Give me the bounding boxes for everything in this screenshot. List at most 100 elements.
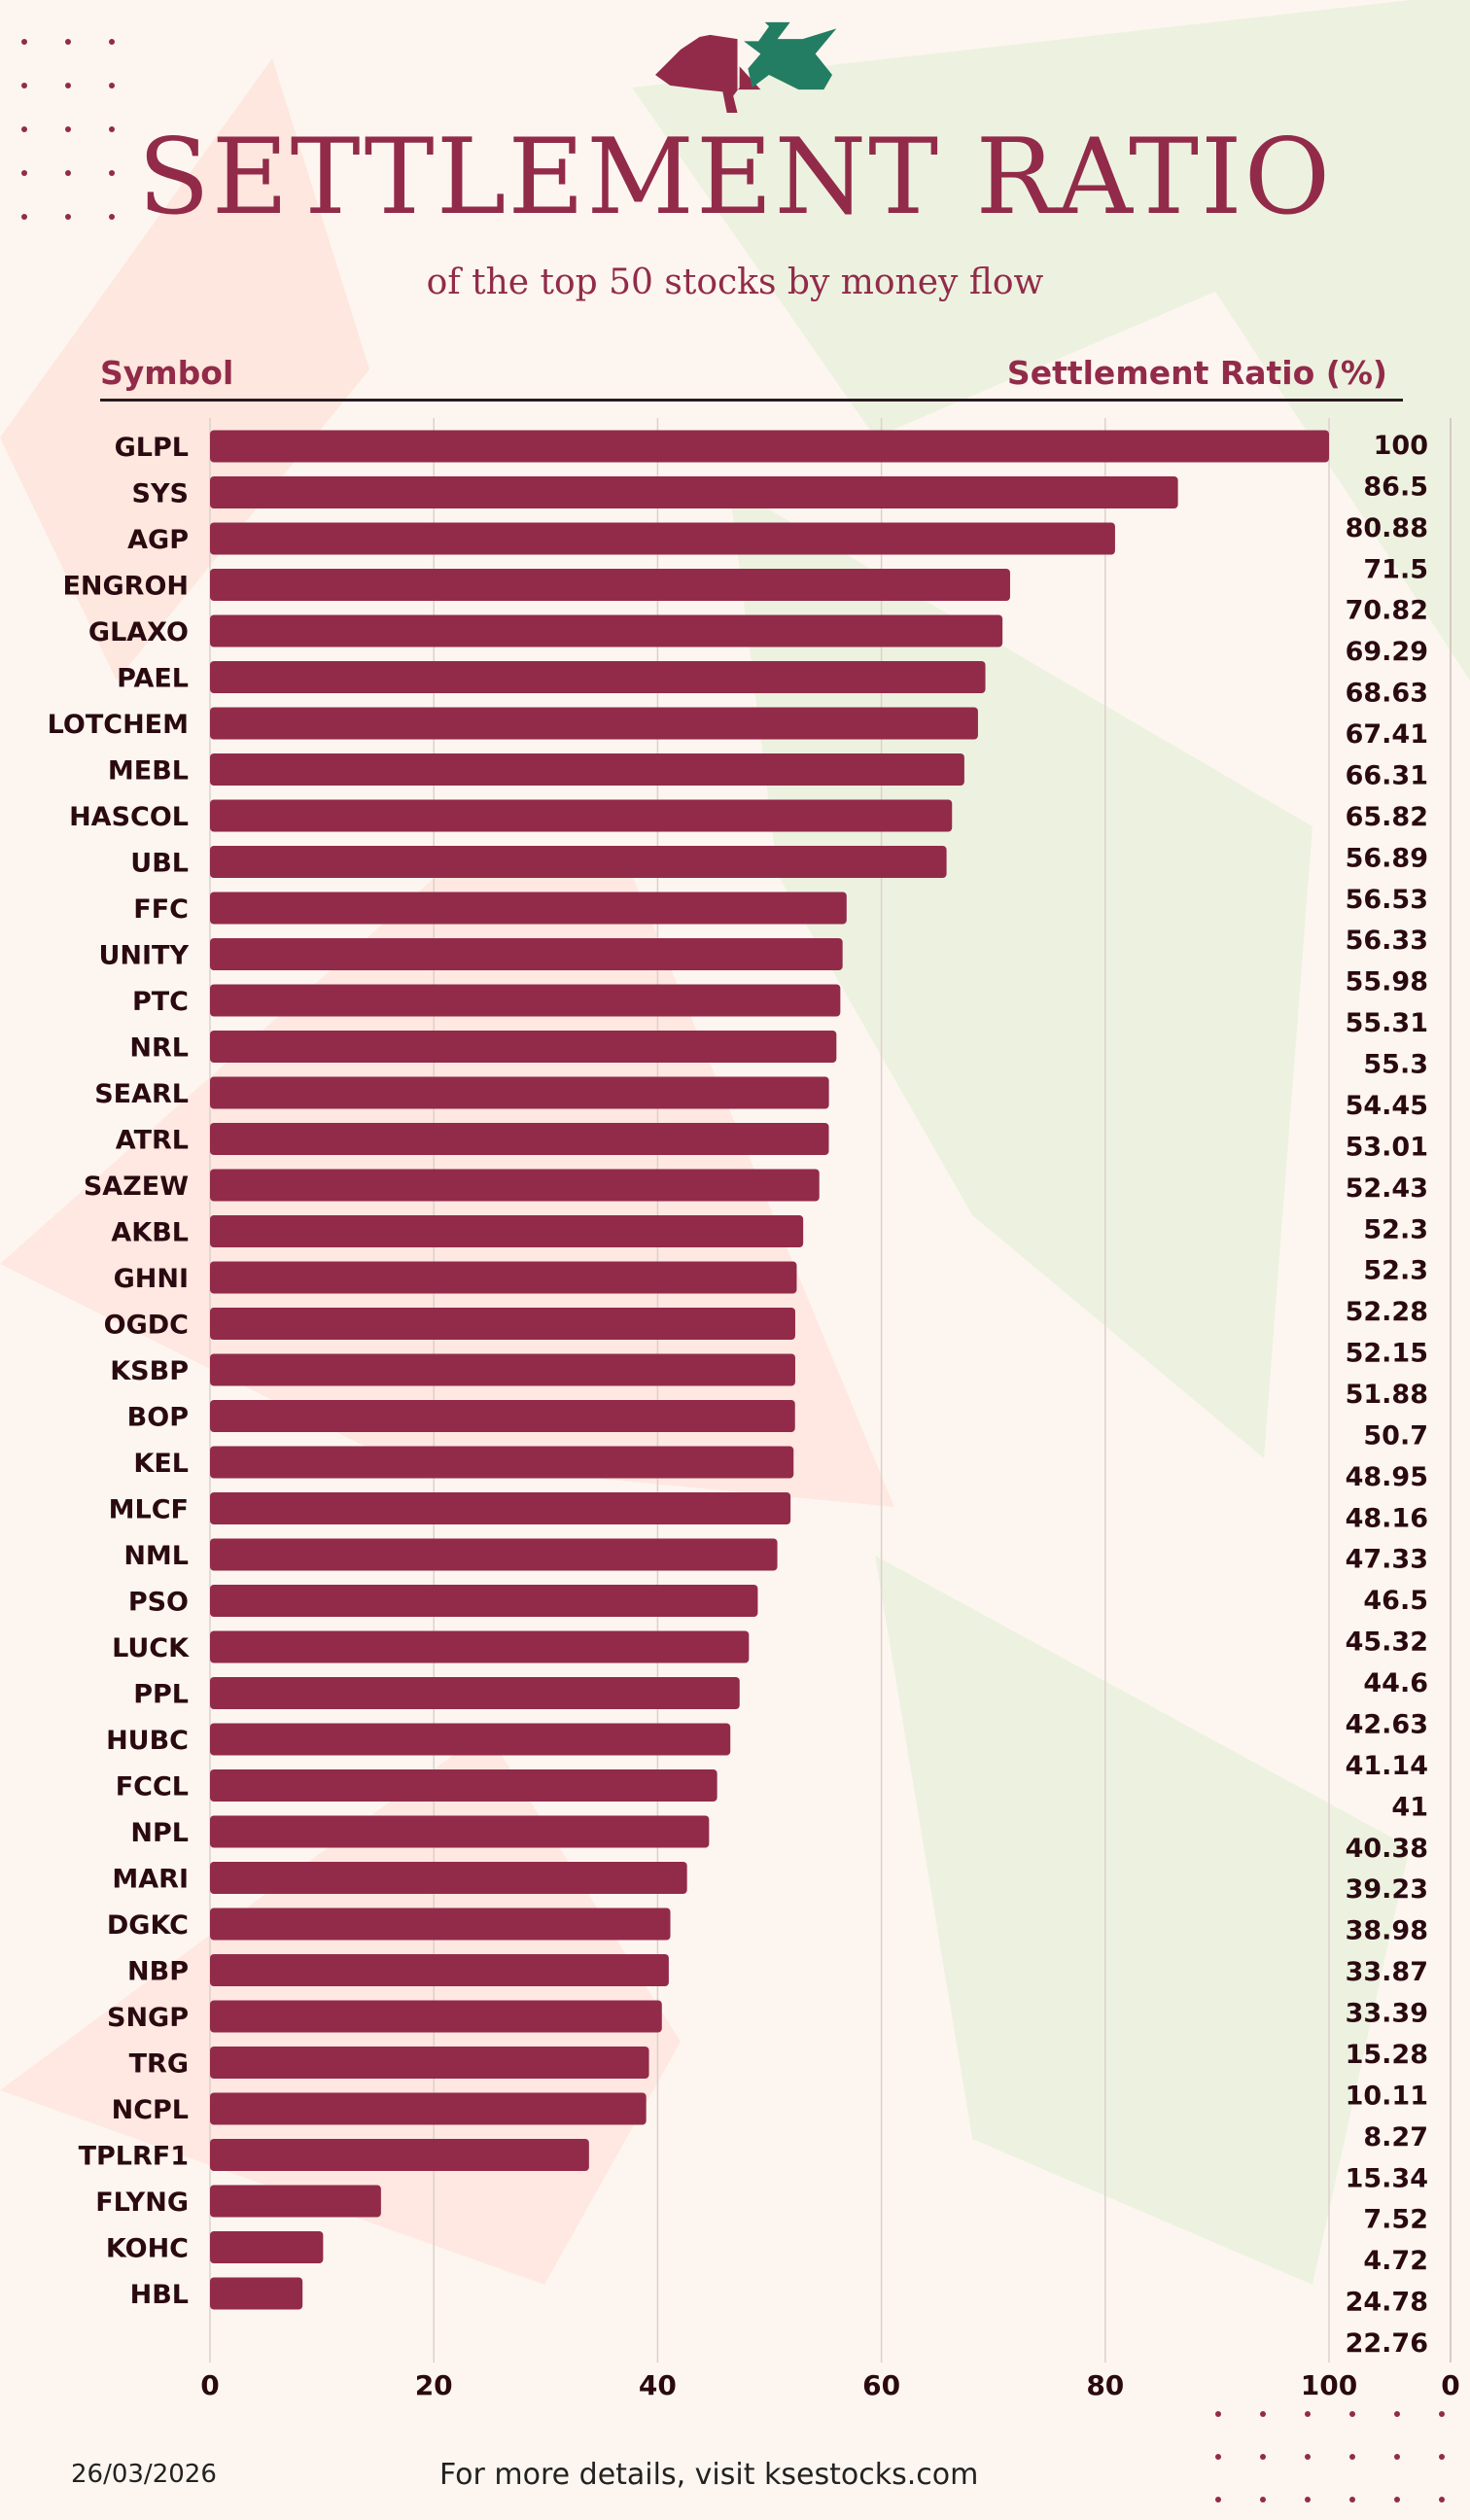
bar-flyng [210,2185,381,2218]
page-subtitle: of the top 50 stocks by money flow [426,262,1044,302]
value-label: 7.52 [1363,2205,1428,2235]
x-tick-label: 40 [639,2369,677,2401]
decorative-dots-bottom-right [1215,2411,1468,2518]
category-label: NPL [130,1818,189,1848]
value-label: 66.31 [1346,760,1428,790]
value-label: 53.01 [1346,1132,1428,1162]
value-label: 33.39 [1346,1999,1428,2029]
bar-ffc [210,892,847,925]
category-label: BOP [127,1403,189,1433]
value-label: 52.43 [1346,1173,1428,1204]
value-label: 44.6 [1363,1668,1428,1698]
category-label: LOTCHEM [48,710,189,740]
category-label: PAEL [117,664,189,694]
value-label: 52.15 [1346,1339,1428,1369]
value-label: 22.76 [1346,2328,1428,2359]
decorative-dot [65,214,71,220]
header-divider [100,399,1403,402]
bar-ksbp [210,1353,795,1386]
bar-hascol [210,799,953,832]
bar-engroh [210,569,1010,601]
category-label: FLYNG [95,2188,189,2218]
category-label: GHNI [114,1264,189,1294]
category-label: NRL [129,1033,189,1064]
bar-fccl [210,1769,718,1802]
bar-atrl [210,1123,829,1155]
decorative-dot [21,83,27,88]
category-label: UBL [130,849,189,879]
value-label: 55.3 [1363,1050,1428,1080]
value-label: 55.98 [1346,967,1428,998]
bar-hubc [210,1723,731,1756]
value-label: 47.33 [1346,1545,1428,1575]
decorative-dot [1349,2411,1355,2417]
value-label: 33.87 [1346,1957,1428,1987]
category-label: SNGP [107,2003,189,2033]
bar-mebl [210,753,964,786]
value-column-header: Settlement Ratio (%) [1006,354,1387,392]
bar-pso [210,1585,758,1617]
bar-npl [210,1815,710,1848]
decorative-dot [1349,2497,1355,2502]
category-label: TRG [129,2049,189,2080]
category-label: HBL [130,2280,189,2310]
value-label: 69.29 [1346,637,1428,667]
bar-glaxo [210,614,1003,648]
value-label: 86.5 [1363,472,1428,502]
category-label: AKBL [111,1218,189,1248]
footer-link-text[interactable]: For more details, visit ksestocks.com [439,2458,979,2492]
category-label: GLAXO [88,617,189,648]
x-tick-label: 20 [415,2369,453,2401]
category-label: GLPL [115,433,189,463]
category-label: PSO [128,1588,189,1618]
value-label: 48.16 [1346,1503,1428,1533]
category-label: KEL [133,1449,189,1479]
decorative-dot [109,83,115,88]
bar-nbp [210,1954,669,1986]
decorative-dot [1394,2411,1400,2417]
decorative-dot [1305,2497,1311,2502]
category-label: KSBP [110,1356,189,1386]
category-label: MARI [112,1865,189,1895]
bar-ncpl [210,2092,647,2125]
value-label: 48.95 [1346,1462,1428,1492]
category-label: SEARL [94,1079,189,1109]
category-label: DGKC [107,1910,189,1941]
value-label: 46.5 [1363,1586,1428,1616]
value-label: 56.53 [1346,885,1428,915]
page-title: SETTLEMENT RATIO [137,117,1333,238]
value-label: 100 [1374,431,1428,461]
value-label: 10.11 [1346,2081,1428,2111]
category-label: SAZEW [84,1172,189,1202]
category-label: OGDC [104,1311,189,1341]
decorative-dot [1305,2454,1311,2460]
bar-kel [210,1446,794,1479]
category-label: NCPL [112,2095,189,2125]
decorative-dot [21,214,27,220]
bar-sys [210,476,1178,508]
category-label: MEBL [108,756,189,787]
bar-kohc [210,2231,324,2263]
bar-hbl [210,2277,303,2310]
decorative-dot [1305,2411,1311,2417]
bar-trg [210,2047,649,2079]
bar-ubl [210,846,947,878]
value-label: 52.3 [1363,1214,1428,1244]
bar-mari [210,1862,687,1894]
category-label: LUCK [112,1633,190,1663]
value-label: 68.63 [1346,679,1428,709]
decorative-dot [1260,2411,1266,2417]
category-label: SYS [132,479,189,509]
value-label: 4.72 [1363,2246,1428,2276]
bar-tplrf1 [210,2139,589,2171]
bar-mlcf [210,1492,791,1524]
value-label: 41 [1391,1792,1428,1822]
symbol-column-header: Symbol [100,354,234,392]
decorative-dot [1260,2454,1266,2460]
category-label: KOHC [106,2234,189,2264]
secondary-x-tick-label: 0 [1441,2369,1459,2401]
bar-ogdc [210,1308,795,1340]
x-tick-label: 100 [1301,2369,1357,2401]
value-label: 51.88 [1346,1380,1428,1410]
decorative-dot [1394,2497,1400,2502]
